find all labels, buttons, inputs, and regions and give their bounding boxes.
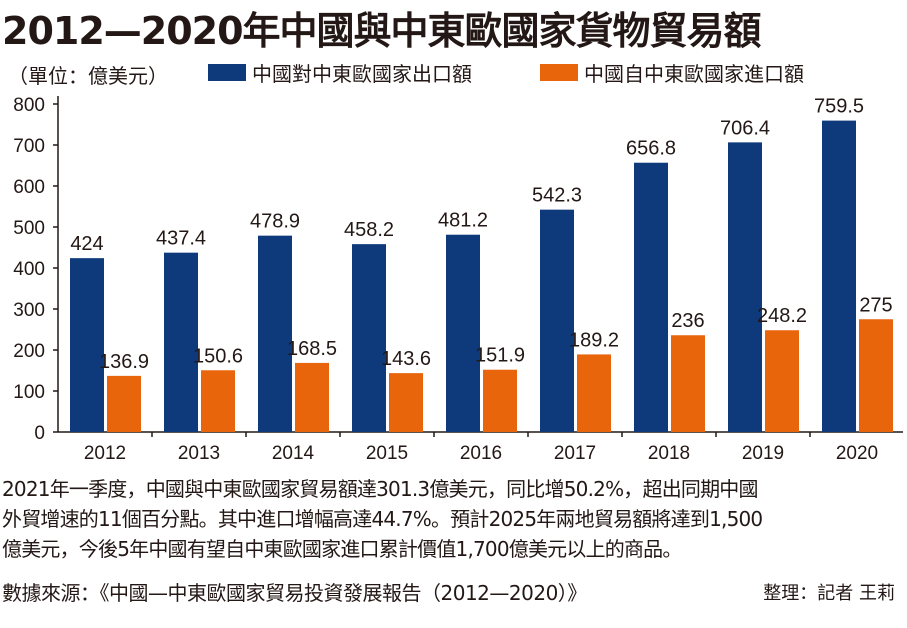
summary-line: 億美元，今後5年中國有望自中東歐國家進口累計價值1,700億美元以上的商品。 [2, 537, 682, 561]
export-data-label: 437.4 [156, 228, 206, 250]
y-tick-label: 200 [13, 341, 45, 362]
export-data-label: 458.2 [344, 219, 394, 241]
data-source: 數據來源：《中國—中東歐國家貿易投資發展報告（2012—2020）》 [2, 581, 587, 605]
legend-swatch-export [208, 64, 246, 81]
x-tick-label: 2019 [742, 443, 784, 464]
export-bar [728, 142, 762, 432]
legend-item-export: 中國對中東歐國家出口額 [208, 58, 472, 87]
unit-label: （單位：億美元） [8, 64, 168, 88]
import-bar [859, 319, 893, 432]
y-tick-label: 700 [13, 136, 45, 157]
y-tick-label: 500 [13, 218, 45, 239]
x-tick-label: 2017 [554, 443, 596, 464]
bar-chart: 0 100 200 300 400 500 600 700 800 2012 424 136.9 201… [13, 95, 903, 464]
import-bar [107, 375, 141, 432]
y-tick-label: 100 [13, 382, 45, 403]
export-bar [446, 234, 480, 432]
summary-line: 外貿增速的11個百分點。其中進口增幅高達44.7%。預計2025年兩地貿易額將達… [2, 507, 763, 531]
export-bar [258, 235, 292, 432]
import-data-label: 143.6 [381, 348, 431, 370]
export-data-label: 759.5 [814, 96, 864, 118]
legend-swatch-import [540, 64, 578, 81]
export-bar [540, 209, 574, 432]
x-tick-label: 2015 [366, 443, 408, 464]
export-data-label: 481.2 [438, 210, 488, 232]
export-bar [352, 244, 386, 432]
import-data-label: 168.5 [287, 338, 337, 360]
import-data-label: 150.6 [193, 345, 243, 367]
y-tick-label: 400 [13, 259, 45, 280]
summary-paragraph: 2021年一季度，中國與中東歐國家貿易額達301.3億美元，同比增50.2%，超… [2, 474, 907, 564]
import-bar [201, 370, 235, 432]
export-bar [822, 120, 856, 432]
export-data-label: 706.4 [720, 117, 770, 139]
y-tick-label: 800 [13, 95, 45, 116]
import-bar [765, 330, 799, 432]
export-data-label: 424 [70, 233, 103, 255]
import-bar [671, 335, 705, 432]
legend-label-export: 中國對中東歐國家出口額 [252, 62, 472, 86]
editor-credit: 整理：記者 王莉 [763, 583, 895, 604]
legend-item-import: 中國自中東歐國家進口額 [540, 58, 804, 87]
import-data-label: 151.9 [475, 345, 525, 367]
legend-label-import: 中國自中東歐國家進口額 [584, 62, 804, 86]
x-tick-label: 2020 [836, 443, 878, 464]
export-data-label: 478.9 [250, 211, 300, 233]
import-data-label: 136.9 [99, 351, 149, 373]
export-bar [634, 162, 668, 432]
x-tick-label: 2013 [178, 443, 220, 464]
export-bar [70, 258, 104, 432]
x-tick-label: 2016 [460, 443, 502, 464]
import-bar [577, 354, 611, 432]
import-data-label: 275 [859, 294, 892, 316]
import-data-label: 248.2 [757, 305, 807, 327]
export-data-label: 542.3 [532, 185, 582, 207]
x-tick-label: 2014 [272, 443, 315, 464]
summary-line: 2021年一季度，中國與中東歐國家貿易額達301.3億美元，同比增50.2%，超… [2, 477, 759, 501]
x-tick-label: 2018 [648, 443, 690, 464]
import-bar [483, 369, 517, 432]
export-data-label: 656.8 [626, 138, 676, 160]
import-data-label: 189.2 [569, 329, 619, 351]
y-tick-label: 300 [13, 300, 45, 321]
import-bar [295, 362, 329, 432]
y-tick-label: 600 [13, 177, 45, 198]
export-bar [164, 252, 198, 432]
x-tick-label: 2012 [84, 443, 126, 464]
y-tick-label: 0 [34, 423, 45, 444]
chart-title: 2012—2020年中國與中東歐國家貨物貿易額 [2, 9, 762, 53]
import-data-label: 236 [671, 310, 704, 332]
import-bar [389, 373, 423, 432]
